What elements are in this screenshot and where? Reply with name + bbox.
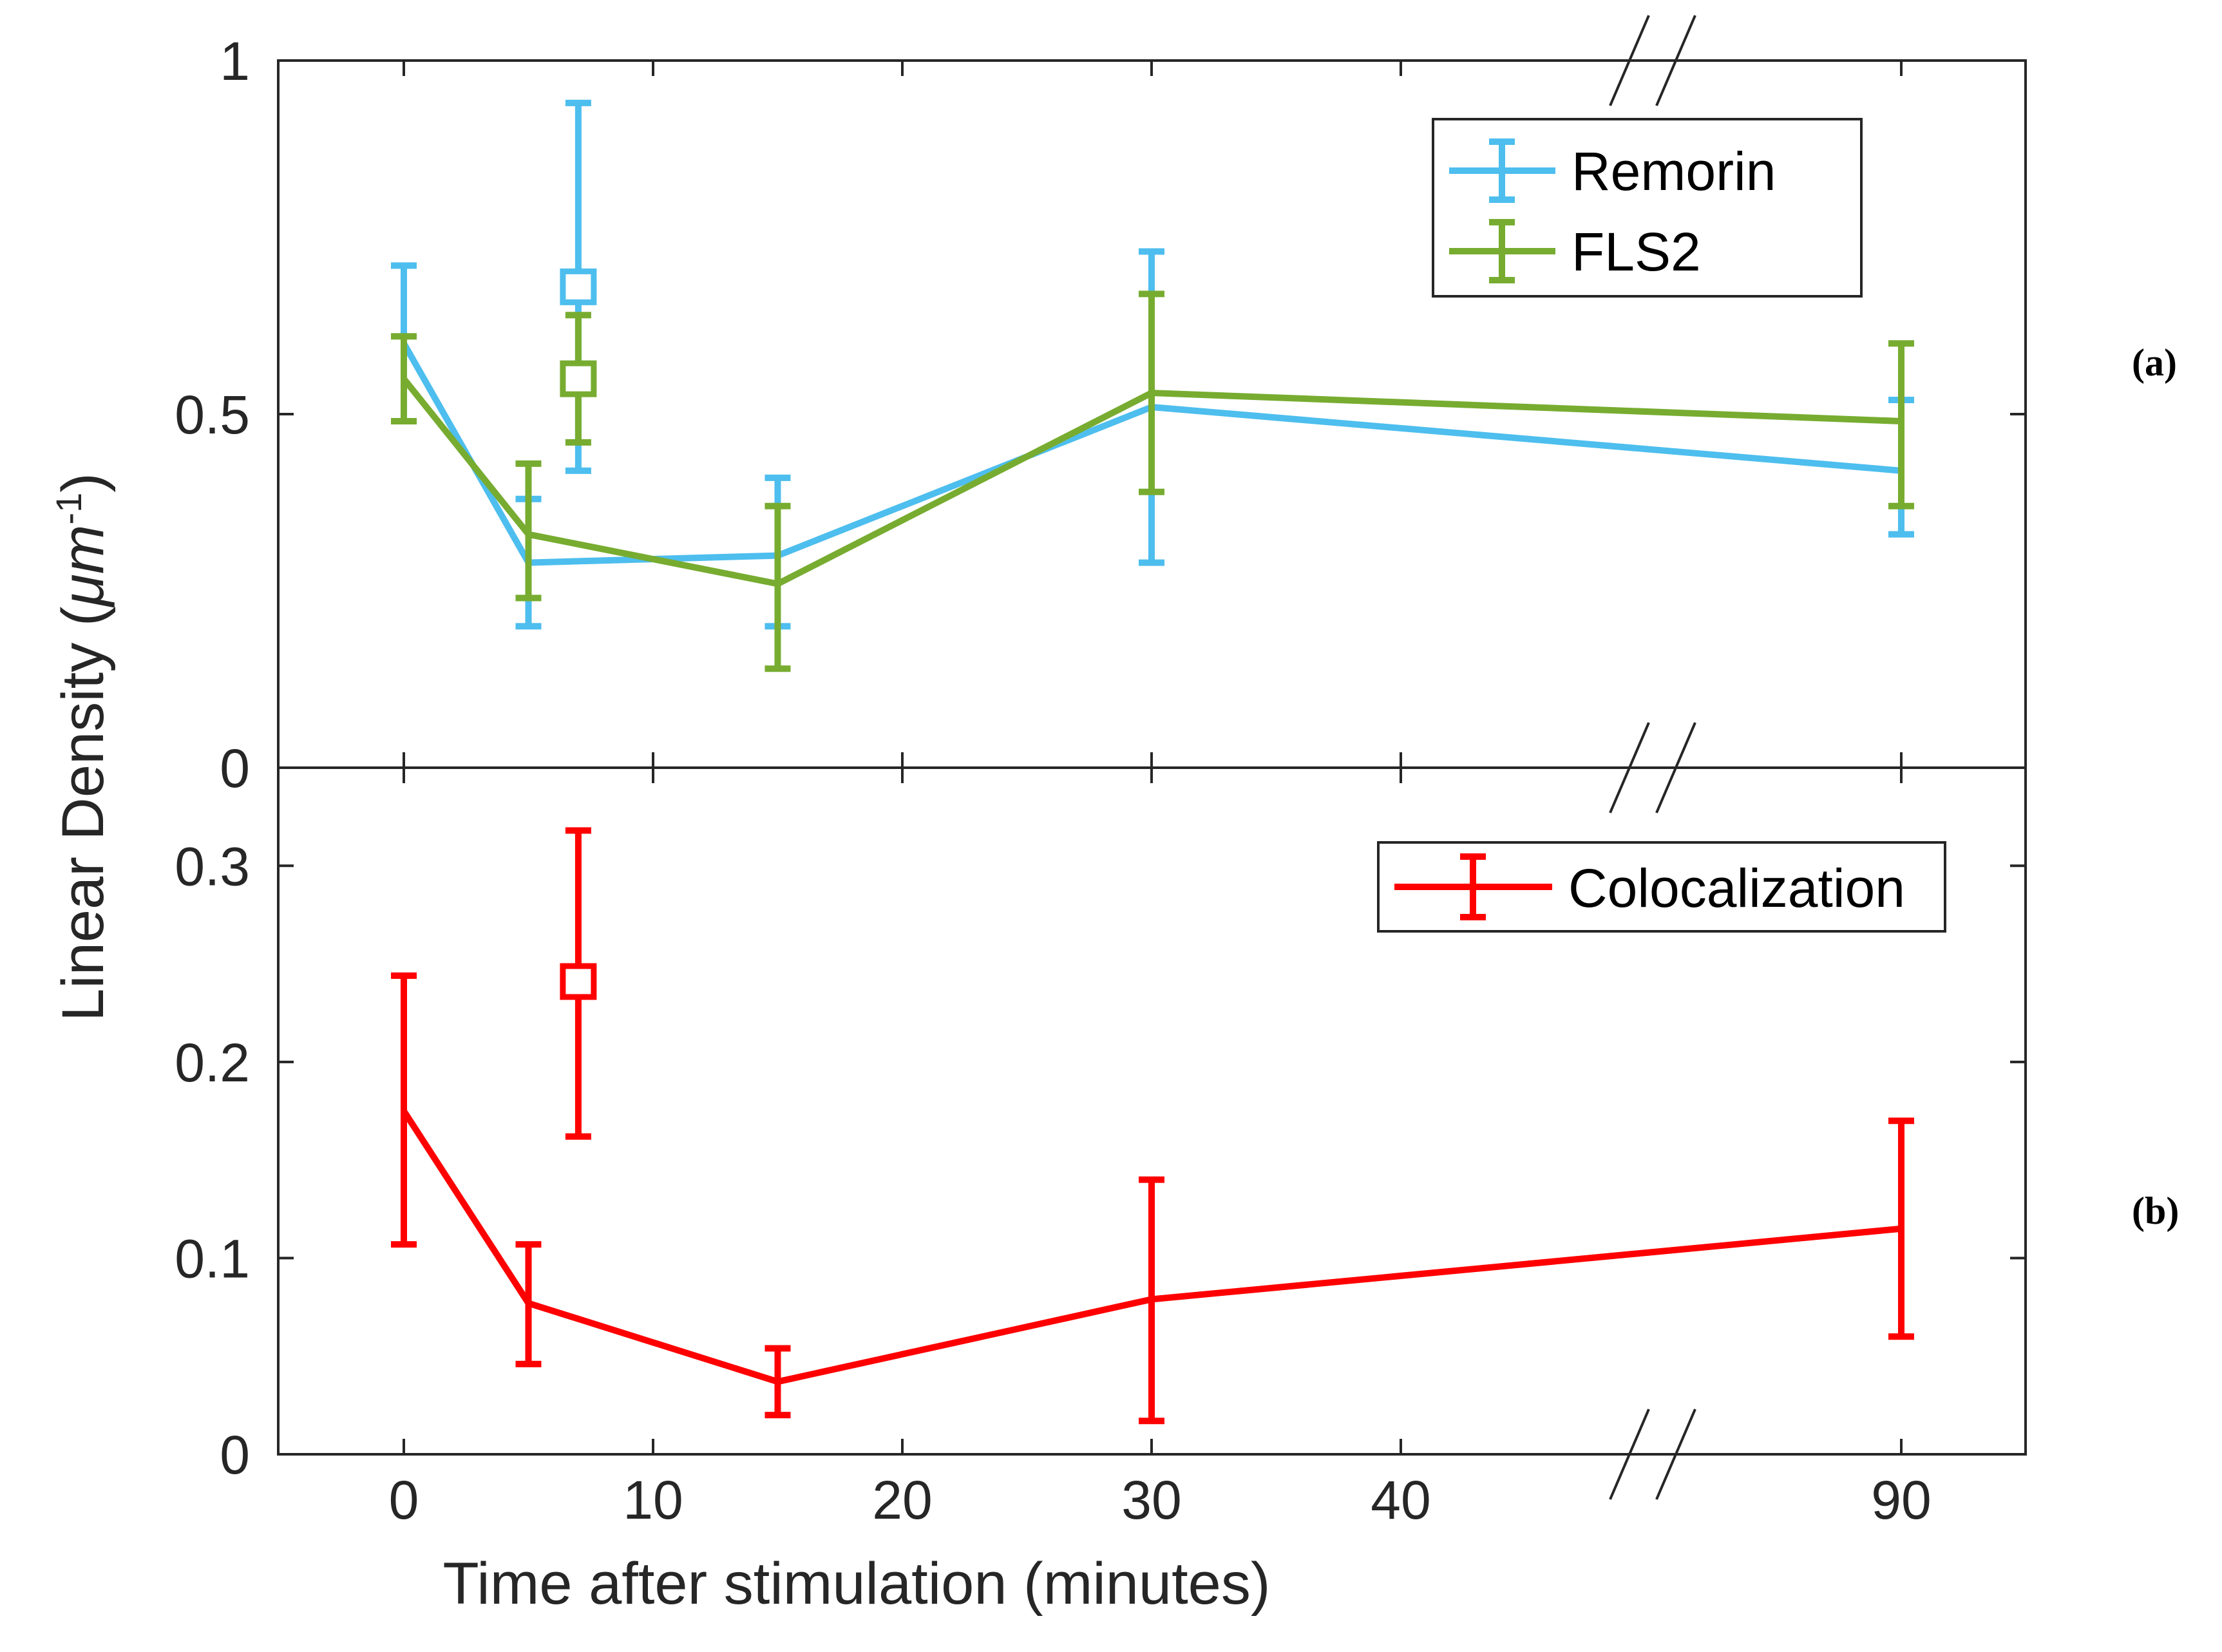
panel-tag-a: (a) <box>2132 341 2177 384</box>
square-marker <box>560 268 597 305</box>
axis-break-slash <box>1655 1409 1696 1500</box>
series-fls2 <box>391 290 1914 672</box>
x-axis-label: Time after stimulation (minutes) <box>443 1551 1271 1617</box>
series-colocalization <box>391 827 1914 1425</box>
legend-label-fls2: FLS2 <box>1572 222 1701 282</box>
legend-label-remorin: Remorin <box>1572 141 1776 202</box>
square-marker <box>560 360 597 397</box>
x-tick-label: 90 <box>1871 1470 1931 1530</box>
y-tick-label: 0.3 <box>175 836 250 897</box>
axis-break-slash <box>1609 1409 1650 1500</box>
legend-entry-remorin: Remorin <box>1449 138 1776 203</box>
axis-ticks <box>278 59 2026 1456</box>
panel-tag-b: (b) <box>2132 1190 2179 1232</box>
series-layer <box>391 99 1914 1425</box>
y-axis-label: Linear Density (μm-1) <box>48 473 116 1021</box>
axis-break-marks <box>1609 15 1696 1500</box>
legend-entry-colocalization: Colocalization <box>1394 853 1905 920</box>
x-tick-label: 30 <box>1121 1470 1181 1530</box>
legend-entry-fls2: FLS2 <box>1449 219 1701 283</box>
y-tick-label: 0.2 <box>175 1032 250 1093</box>
axis-break-slash <box>1609 722 1650 813</box>
axis-break-slash <box>1655 15 1696 106</box>
x-tick-label: 0 <box>389 1470 419 1530</box>
y-tick-label: 0.5 <box>175 385 250 445</box>
axis-break-slash <box>1655 722 1696 813</box>
y-tick-label: 0.1 <box>175 1228 250 1289</box>
square-marker <box>560 963 597 1000</box>
x-tick-label: 10 <box>623 1470 683 1530</box>
y-tick-label: 0 <box>220 1425 250 1485</box>
legend-panel-b: Colocalization <box>1377 841 1946 933</box>
legend-label-colocalization: Colocalization <box>1568 858 1905 918</box>
axis-break-slash <box>1609 15 1650 106</box>
y-tick-label: 1 <box>220 31 250 91</box>
y-tick-label: 0 <box>220 738 250 799</box>
x-tick-label: 40 <box>1371 1470 1430 1530</box>
x-tick-label: 20 <box>872 1470 932 1530</box>
legend-panel-a: Remorin FLS2 <box>1432 118 1863 298</box>
